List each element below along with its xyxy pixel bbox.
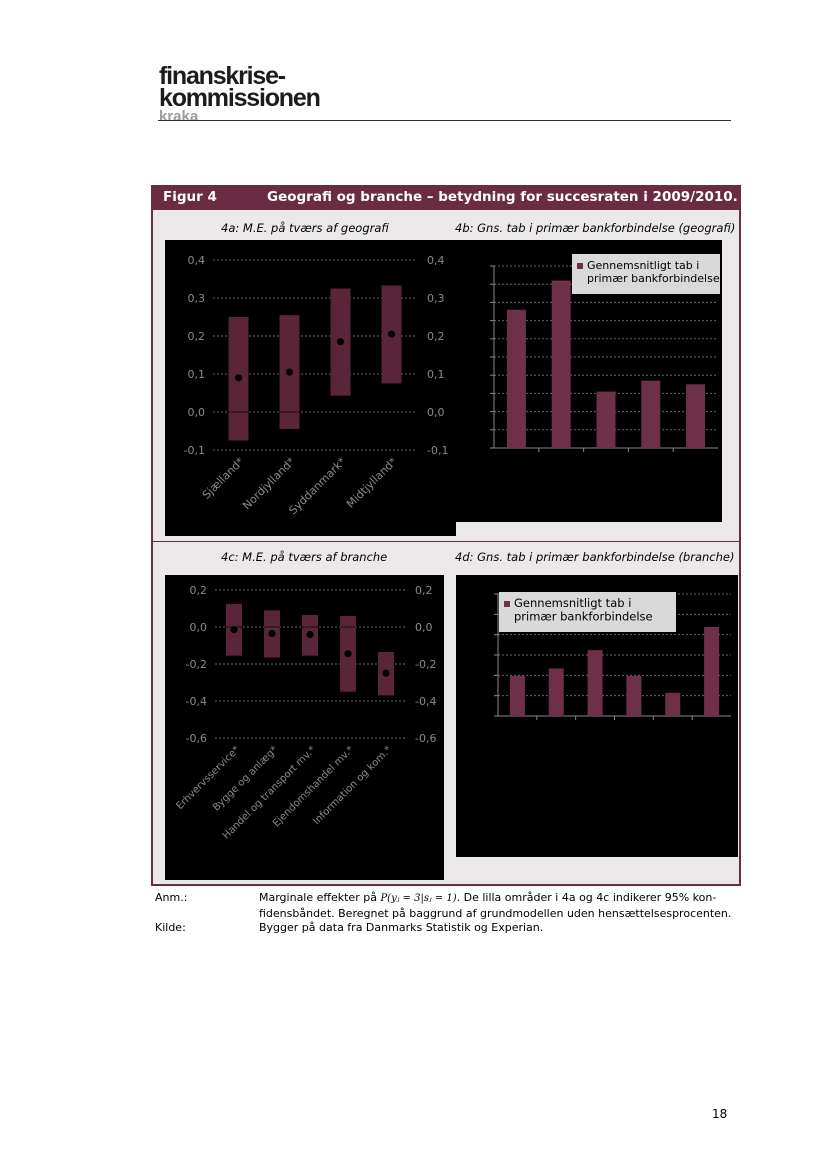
x-category-label: Erhvervsservice* [174, 744, 242, 812]
anm-text-pre: Marginale effekter på [259, 891, 381, 904]
chart-4a-title: 4a: M.E. på tværs af geografi [221, 221, 389, 235]
bar [665, 692, 681, 716]
point-estimate [306, 630, 314, 638]
bar [509, 675, 525, 716]
y-tick-label-right: -0,2 [415, 658, 436, 671]
legend-label-line-1: Gennemsnitligt tab i [587, 259, 699, 272]
y-tick-label-right: 0,2 [415, 584, 433, 597]
y-tick-label-left: 0,3 [188, 292, 206, 305]
bar [686, 384, 706, 448]
y-tick-label-right: 0,2 [427, 330, 445, 343]
bar [704, 626, 720, 716]
y-tick-label-left: 0,4 [188, 254, 206, 267]
legend-box [572, 254, 720, 294]
bar [551, 280, 571, 448]
x-category-label: Bygge og anlæg* [211, 744, 280, 813]
chart-4c-panel: -0,6 -0,6 -0,4 -0,4 -0,2 -0,2 0,0 0,0 0,2 0,2 Erhv… [165, 575, 444, 880]
anm-text-post: . De lilla områder i 4a og 4c indikerer … [456, 891, 717, 904]
logo-line-1: finanskrise- [159, 62, 286, 90]
chart-4d-panel: Gennemsnitligt tab i primær bankforbindel… [456, 575, 738, 857]
point-estimate [230, 626, 238, 634]
y-tick-label-right: 0,1 [427, 368, 445, 381]
legend-label-line-2: primær bankforbindelse [587, 272, 720, 285]
publisher-logo: finanskrise- kommissionen kraka [159, 62, 321, 125]
chart-4a: -0,1 -0,1 0,0 0,0 0,1 0,1 0,2 0,2 0,3 0,3 0,4 0,4 Sj… [184, 254, 449, 517]
y-tick-label-right: -0,4 [415, 695, 436, 708]
point-estimate [382, 669, 390, 677]
chart-4c-title: 4c: M.E. på tværs af branche [221, 550, 388, 564]
legend-label-line-2: primær bankforbindelse [514, 610, 653, 624]
legend-swatch [577, 263, 583, 269]
y-tick-label-right: 0,4 [427, 254, 445, 267]
kilde-label: Kilde: [155, 921, 186, 934]
y-tick-label-left: 0,2 [188, 330, 206, 343]
anm-formula: P(yⱼ = 3|sⱼ = 1) [380, 893, 457, 904]
y-tick-label-right: -0,6 [415, 732, 436, 745]
chart-4b-panel: Gennemsnitligt tab i primær bankforbindel… [456, 240, 722, 522]
logo-line-2: kommissionen [159, 84, 321, 112]
page-number: 18 [712, 1107, 728, 1121]
point-estimate [268, 629, 276, 638]
point-estimate [387, 330, 396, 338]
y-tick-label-right: 0,0 [427, 406, 445, 419]
bar [548, 668, 564, 716]
y-tick-label-left: -0,4 [186, 695, 207, 708]
y-tick-label-left: -0,1 [184, 444, 205, 457]
legend-box [499, 592, 676, 632]
y-tick-label-left: -0,2 [186, 658, 207, 671]
x-category-label: Nordjylland* [240, 455, 298, 513]
figure-header: Figur 4 Geografi og branche – betydning … [151, 185, 741, 210]
figure-divider [153, 541, 739, 542]
legend-swatch [504, 601, 510, 607]
bar [587, 650, 603, 716]
header-rule [158, 120, 731, 121]
bar [506, 309, 526, 448]
x-category-label: Sjælland* [200, 455, 247, 502]
y-tick-label-right: 0,3 [427, 292, 445, 305]
anm-label: Anm.: [155, 891, 188, 904]
point-estimate [285, 368, 294, 376]
legend-label-line-1: Gennemsnitligt tab i [514, 596, 631, 610]
point-estimate [234, 374, 243, 382]
kilde-text: Bygger på data fra Danmarks Statistik og… [259, 921, 544, 934]
chart-4a-panel: -0,1 -0,1 0,0 0,0 0,1 0,1 0,2 0,2 0,3 0,3 0,4 0,4 Sj… [165, 240, 456, 536]
anm-text-line2: fidensbåndet. Beregnet på baggrund af gr… [259, 907, 732, 920]
y-tick-label-right: -0,1 [427, 444, 448, 457]
x-category-label: Midtjylland* [344, 455, 400, 511]
y-tick-label-left: 0,0 [190, 621, 208, 634]
y-tick-label-left: 0,2 [190, 584, 208, 597]
chart-4c: -0,6 -0,6 -0,4 -0,4 -0,2 -0,2 0,0 0,0 0,2 0,2 Erhv… [174, 584, 436, 842]
figure-number: Figur 4 [163, 189, 217, 205]
y-tick-label-left: -0,6 [186, 732, 207, 745]
x-category-label: Information og kom.* [311, 744, 394, 827]
chart-4d-title: 4d: Gns. tab i primær bankforbindelse (b… [455, 550, 735, 564]
chart-4b-title: 4b: Gns. tab i primær bankforbindelse (g… [455, 221, 736, 235]
anm-text: Marginale effekter på P(yⱼ = 3|sⱼ = 1). … [259, 890, 739, 921]
bar [596, 391, 616, 448]
point-estimate [336, 338, 345, 346]
y-tick-label-left: 0,1 [188, 368, 206, 381]
bar [626, 675, 642, 716]
point-estimate [344, 650, 352, 658]
figure-title: Geografi og branche – betydning for succ… [267, 189, 738, 205]
y-tick-label-right: 0,0 [415, 621, 433, 634]
y-tick-label-left: 0,0 [188, 406, 206, 419]
bar [641, 380, 661, 448]
